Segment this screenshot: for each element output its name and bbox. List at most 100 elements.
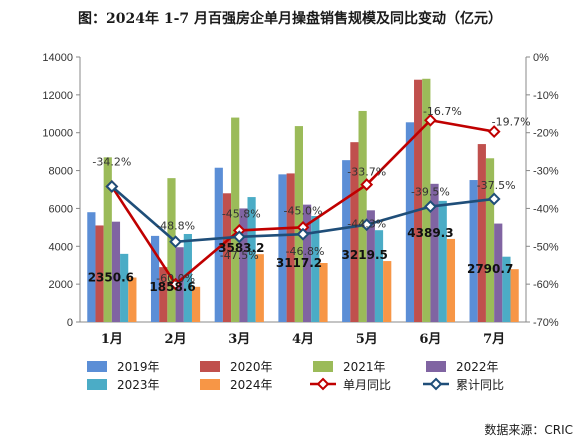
line-value-label: -45.8%	[222, 207, 261, 220]
bar	[342, 160, 351, 322]
line-point	[424, 200, 437, 213]
y2-tick-label: -10%	[533, 90, 559, 102]
bar	[95, 225, 104, 322]
legend-label: 2022年	[456, 360, 499, 374]
x-tick-label: 2月	[165, 332, 187, 347]
source-note: 数据来源：CRIC	[484, 422, 573, 437]
line-point	[169, 277, 182, 291]
bar	[374, 230, 384, 322]
bar	[494, 223, 503, 322]
bar	[477, 144, 486, 322]
legend-label: 2019年	[117, 360, 160, 374]
line-value-label: -39.5%	[411, 186, 450, 199]
bar	[303, 204, 312, 322]
line-point	[232, 230, 246, 244]
legend-swatch	[426, 361, 446, 372]
legend-label: 累计同比	[456, 378, 504, 392]
bar-value-label: 4389.3	[407, 226, 453, 240]
bar	[319, 263, 328, 322]
bar	[120, 253, 129, 322]
bar	[446, 238, 456, 322]
bar	[311, 216, 320, 322]
bar	[222, 193, 232, 322]
legend-label: 2023年	[117, 378, 160, 392]
line-value-label: -34.2%	[92, 155, 131, 168]
legend-marker	[316, 377, 330, 391]
y2-tick-label: -30%	[533, 166, 559, 178]
line-value-label: -46.8%	[286, 245, 325, 258]
bar	[183, 233, 192, 322]
bar	[294, 126, 303, 322]
bar	[366, 210, 375, 322]
y2-tick-label: -20%	[533, 128, 559, 140]
bar-value-label: 3583.2	[218, 241, 264, 255]
line-point	[360, 178, 374, 191]
line-value-label: -48.8%	[156, 220, 195, 233]
legend-label: 单月同比	[343, 378, 391, 392]
y-tick-label: 6000	[49, 203, 73, 215]
bar	[214, 167, 223, 322]
bar	[103, 157, 112, 322]
bar	[414, 79, 423, 323]
line-value-label: -19.7%	[492, 116, 531, 129]
bar	[430, 183, 439, 322]
y2-tick-label: 0%	[533, 52, 549, 64]
y2-tick-label: -60%	[533, 279, 559, 291]
line-point	[296, 227, 310, 241]
y2-tick-label: -40%	[533, 203, 559, 215]
bar-value-label: 1858.6	[149, 280, 195, 294]
bar	[191, 286, 201, 322]
bar-value-label: 3219.5	[342, 248, 388, 262]
bar	[502, 256, 511, 322]
line-point	[424, 113, 437, 127]
legend-label: 2020年	[230, 360, 273, 374]
y-tick-label: 4000	[49, 241, 73, 253]
x-tick-label: 1月	[101, 332, 123, 347]
bar-value-label: 2350.6	[88, 271, 134, 285]
y-tick-label: 8000	[49, 166, 73, 178]
line-value-label: -47.5%	[220, 249, 259, 262]
line-value-label: -16.7%	[423, 105, 462, 118]
y-tick-label: 12000	[42, 90, 73, 102]
y-tick-label: 2000	[49, 279, 73, 291]
line-point	[169, 235, 182, 249]
bar	[87, 212, 96, 322]
y2-tick-label: -70%	[533, 317, 559, 329]
legend-label: 2021年	[343, 360, 386, 374]
x-tick-label: 5月	[356, 332, 378, 347]
x-tick-label: 6月	[419, 332, 441, 347]
bar	[358, 110, 367, 322]
x-tick-label: 7月	[483, 332, 505, 347]
legend-swatch	[87, 379, 107, 390]
legend-swatch	[313, 361, 333, 372]
lines	[105, 113, 501, 291]
bar	[510, 269, 519, 322]
bar-value-label: 2790.7	[467, 262, 513, 276]
y-tick-label: 10000	[42, 128, 73, 140]
bar	[159, 267, 168, 322]
line-value-label: -33.7%	[347, 166, 386, 179]
bar	[111, 221, 121, 322]
bar	[438, 200, 447, 322]
bar	[239, 208, 248, 322]
bar	[278, 174, 287, 322]
axes: 0 2000 4000 6000 8000 10000 12000 14000 0% -10% -2…	[42, 52, 558, 347]
y2-tick-label: -50%	[533, 241, 559, 253]
bar	[167, 178, 176, 322]
legend-marker	[429, 377, 443, 391]
bar	[422, 78, 431, 323]
line-point	[487, 192, 501, 206]
data-labels: 2350.6 1858.6 3583.2 3117.2 3219.5 4389.3 2790…	[88, 105, 531, 294]
bar	[255, 254, 264, 322]
bar	[485, 158, 495, 322]
y-tick-label: 0	[67, 317, 73, 329]
legend: 2019年 2020年 2021年 2022年 2023年 2024年 单月同比 累计同比	[87, 360, 504, 392]
line-value-label: -45.0%	[284, 204, 323, 217]
bar	[405, 122, 415, 322]
bar	[128, 277, 137, 322]
legend-swatch	[200, 361, 220, 372]
legend-label: 2024年	[230, 378, 273, 392]
bar	[383, 261, 392, 322]
chart-title: 图：2024年 1-7 月百强房企单月操盘销售规模及同比变动（亿元）	[78, 10, 502, 27]
